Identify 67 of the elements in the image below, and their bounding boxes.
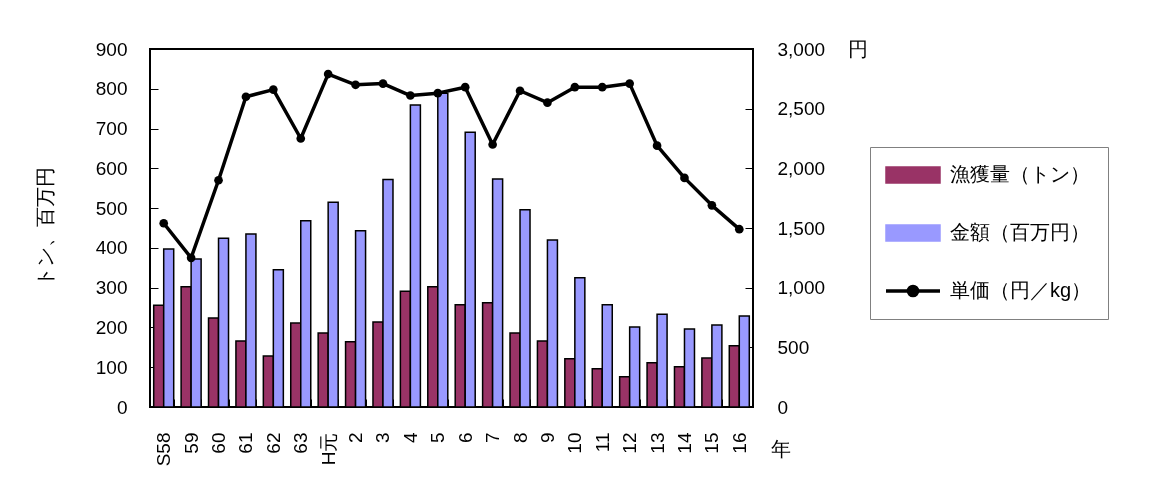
- x-tick-label: 10: [564, 432, 586, 454]
- x-tick-label: 11: [591, 432, 613, 453]
- y-tick-label: 900: [95, 38, 128, 60]
- y-tick-label: 200: [95, 316, 128, 338]
- y-tick-label: 100: [95, 356, 128, 378]
- y-tick-label: 400: [95, 237, 128, 259]
- point: [296, 134, 306, 143]
- y-tick-label: 600: [95, 157, 128, 179]
- point: [625, 79, 634, 88]
- point: [406, 91, 415, 100]
- y2-tick-label: 500: [777, 336, 810, 358]
- y-tick-label: 0: [116, 396, 128, 418]
- x-tick-label: 16: [728, 432, 750, 454]
- x-tick-label: 13: [646, 432, 668, 454]
- y-tick-label: 800: [95, 78, 128, 100]
- y-axis-title: トン、百万円: [33, 166, 56, 287]
- y-tick-label: 700: [95, 118, 128, 140]
- x-tick-label: S58: [153, 432, 175, 467]
- x-tick-label: 59: [180, 432, 202, 454]
- legend-label: 金額（百万円）: [950, 221, 1090, 243]
- y2-tick-label: 3,000: [777, 38, 826, 60]
- point: [433, 88, 443, 98]
- x-tick-label: 8: [509, 432, 531, 444]
- x-tick-label: 9: [536, 432, 558, 444]
- y2-tick-label: 1,000: [777, 277, 826, 299]
- legend-label: 単価（円／kg）: [950, 279, 1092, 301]
- point: [378, 79, 388, 88]
- point: [351, 80, 360, 90]
- x-tick-label: 3: [372, 432, 394, 444]
- legend-label: 漁獲量（トン）: [950, 163, 1090, 185]
- point: [734, 224, 744, 234]
- point: [159, 218, 169, 228]
- point: [214, 175, 223, 185]
- y2-tick-label: 0: [777, 396, 789, 418]
- x-tick-label: H元: [317, 432, 339, 466]
- point: [680, 173, 689, 183]
- x-tick-label: 12: [619, 432, 641, 454]
- point: [488, 140, 497, 149]
- x-tick-label: 63: [290, 432, 312, 454]
- point: [570, 82, 580, 92]
- point: [460, 82, 470, 92]
- y2-tick-label: 2,000: [777, 157, 826, 179]
- y2-axis-title: 円: [847, 37, 868, 60]
- y-tick-label: 500: [95, 197, 128, 219]
- point: [597, 82, 607, 92]
- x-tick-label: 61: [235, 432, 257, 454]
- point: [652, 141, 662, 150]
- point: [707, 201, 717, 210]
- y-tick-label: 300: [95, 277, 128, 299]
- x-tick-label: 14: [673, 432, 695, 454]
- x-tick-label: 5: [427, 432, 449, 444]
- point: [269, 85, 278, 94]
- x-tick-label: 60: [208, 432, 230, 454]
- point: [543, 98, 552, 108]
- y2-tick-label: 2,500: [777, 98, 826, 120]
- y2-tick-label: 1,500: [777, 217, 826, 239]
- point: [323, 69, 333, 79]
- x-tick-label: 6: [454, 432, 476, 444]
- x-axis-title: 年: [770, 437, 791, 460]
- x-tick-label: 2: [345, 432, 367, 444]
- x-tick-label: 15: [701, 432, 723, 454]
- point: [515, 86, 525, 96]
- x-tick-label: 7: [482, 432, 504, 444]
- x-tick-label: 4: [399, 432, 421, 444]
- point: [241, 92, 251, 102]
- x-tick-label: 62: [262, 432, 284, 454]
- point: [186, 253, 196, 263]
